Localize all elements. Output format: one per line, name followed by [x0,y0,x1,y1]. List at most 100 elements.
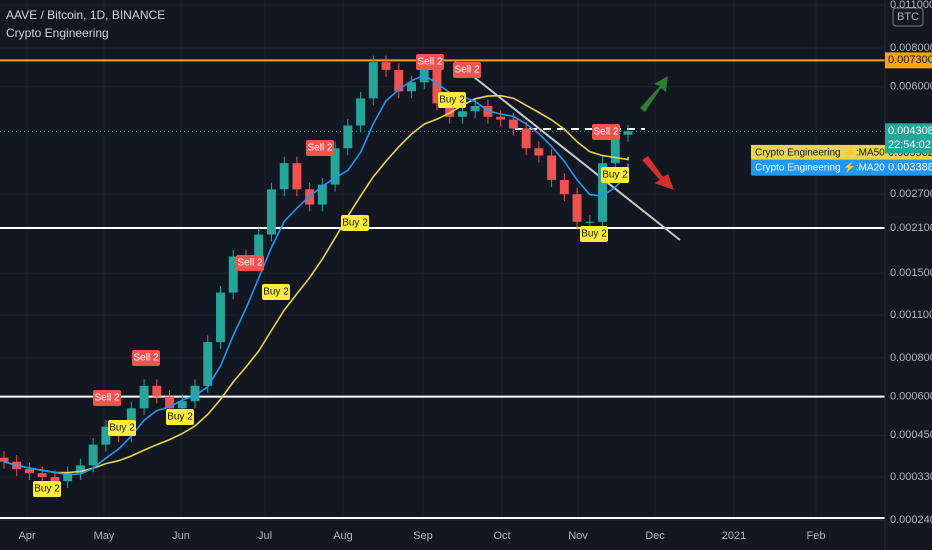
candle-body [139,385,149,409]
symbol-title: AAVE / Bitcoin, 1D, BINANCE [6,8,165,22]
candle-body [432,69,442,104]
x-tick-label: Dec [645,530,665,542]
x-tick-label: Apr [18,530,35,542]
signal-box [580,226,608,242]
ma-value: 0.003388 [888,162,932,174]
currency-box[interactable] [892,7,924,27]
candle-body [368,62,378,99]
moving-average [3,74,629,476]
y-tick-label: 0.000450 [890,429,932,441]
signal-box [166,409,194,425]
signal-label: Buy 2 [34,484,60,495]
currency[interactable]: BTC [897,11,919,23]
x-tick-label: Jun [172,530,190,542]
last-price-tag [885,123,932,154]
ma-legend-box [751,144,885,161]
signal-label: Buy 2 [439,95,465,106]
signal-label: Sell 2 [307,143,332,154]
ma-legend-box [751,159,885,176]
signal-label: Buy 2 [602,170,628,181]
candle-body [101,426,111,445]
signal-box [132,350,160,366]
candle-body [343,125,353,149]
signal-label: Sell 2 [417,57,442,68]
signal-box [93,390,121,406]
signal-label: Buy 2 [167,412,193,423]
candle-body [228,256,238,293]
ma-legend: Crypto Engineering ⚡:MA20 [755,160,885,173]
signal-box [108,420,136,436]
candle-body [330,148,340,185]
last-price: 0.004308 [888,125,932,137]
signal-label: Sell 2 [593,127,618,138]
x-tick-label: 2021 [722,530,746,542]
x-tick-label: Aug [333,530,353,542]
candle-body [165,396,175,409]
signal-label: Buy 2 [109,423,135,434]
signal-box [306,140,334,156]
y-tick-label: 0.000330 [890,471,932,483]
candle-body [63,473,73,482]
candle-body [75,465,85,474]
y-tick-label: 0.002100 [890,222,932,234]
signal-box [416,54,444,70]
candle-body [190,385,200,402]
signal-box [592,124,620,140]
down-arrow [642,156,674,190]
countdown: 22:54:02 [888,139,931,151]
x-tick-label: Sep [413,530,433,542]
candle-body [254,234,264,265]
candle-body [177,401,187,409]
x-tick-label: Feb [807,530,826,542]
ma-tag [885,159,932,176]
candle-body [521,128,531,149]
signal-label: Sell 2 [133,353,158,364]
y-tick-label: 0.008000 [890,42,932,54]
candle-body [37,473,47,478]
signal-box [601,167,629,183]
candle-body [457,111,467,117]
signal-label: Sell 2 [94,393,119,404]
x-tick-label: Nov [568,530,588,542]
candle-body [216,292,225,343]
candle-body [50,477,60,482]
candle-body [0,457,9,462]
candle-body [356,98,366,126]
signal-label: Buy 2 [263,287,289,298]
y-tick-label: 0.000240 [890,514,932,526]
y-tick-label: 0.000600 [890,391,932,403]
signal-label: Sell 2 [454,65,479,76]
x-tick-label: May [94,530,115,542]
signal-box [341,215,369,231]
signal-label: Buy 2 [342,218,368,229]
signal-box [236,255,264,271]
candle-body [496,116,506,120]
candle-body [572,194,582,222]
ma-legend: Crypto Engineering ⚡:MA50 [755,146,885,159]
candle-body [559,180,569,195]
up-arrow [640,76,668,112]
candle-body [292,163,302,190]
candle-body [470,105,480,112]
y-tick-label: 0.002700 [890,188,932,200]
candle-body [598,163,607,222]
trend-line [454,61,681,241]
y-tick-label: 0.011000 [890,0,932,11]
candle-body [152,385,162,397]
candle-body [419,69,429,83]
y-tick-label: 0.001500 [890,267,932,279]
candle-body [394,69,404,92]
signal-label: Sell 2 [237,258,262,269]
candle-body [381,62,391,70]
candle-body [88,444,98,466]
indicator-name[interactable]: Crypto Engineering [6,26,109,40]
candle-body [317,184,327,205]
moving-average [3,94,629,474]
candle-body [508,119,518,129]
candle-body [547,155,557,181]
candle-body [610,134,620,164]
candle-body [534,148,544,156]
candle-body [445,103,455,117]
candle-body [266,189,276,235]
candle-body [203,342,213,386]
